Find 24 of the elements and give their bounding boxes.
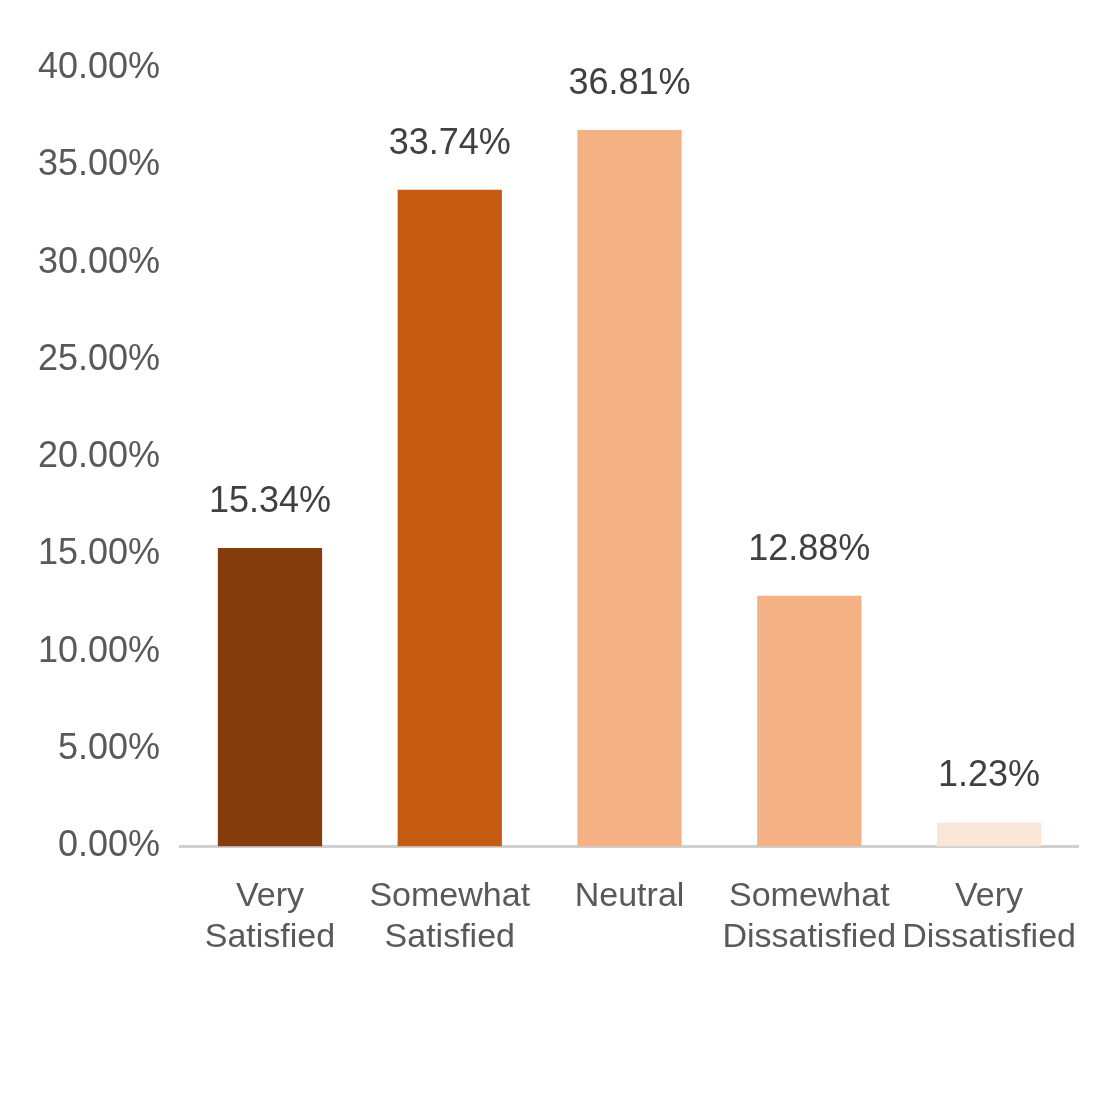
bar	[936, 822, 1042, 847]
data-label: 1.23%	[938, 753, 1041, 795]
data-label: 33.74%	[388, 120, 511, 162]
y-tick-label: 5.00%	[58, 726, 161, 768]
y-tick-label: 25.00%	[37, 336, 161, 378]
x-tick-label: Very Satisfied	[204, 875, 336, 954]
data-label: 15.34%	[208, 478, 332, 520]
y-tick-label: 40.00%	[37, 44, 161, 86]
y-tick-label: 15.00%	[37, 531, 161, 573]
x-tick-label: Neutral	[574, 875, 685, 914]
y-tick-label: 30.00%	[37, 239, 161, 281]
bar	[757, 595, 862, 847]
bar	[217, 547, 323, 847]
y-tick-label: 10.00%	[37, 628, 161, 670]
y-tick-label: 20.00%	[37, 434, 161, 476]
bar	[577, 130, 682, 847]
x-tick-label: Somewhat Dissatisfied	[722, 875, 897, 954]
x-tick-label: Very Dissatisfied	[902, 875, 1076, 954]
y-tick-label: 0.00%	[58, 823, 161, 865]
data-label: 12.88%	[748, 526, 871, 568]
x-tick-label: Somewhat Satisfied	[369, 875, 531, 954]
data-label: 36.81%	[568, 61, 691, 102]
y-tick-label: 35.00%	[37, 142, 161, 184]
bar	[397, 189, 502, 847]
